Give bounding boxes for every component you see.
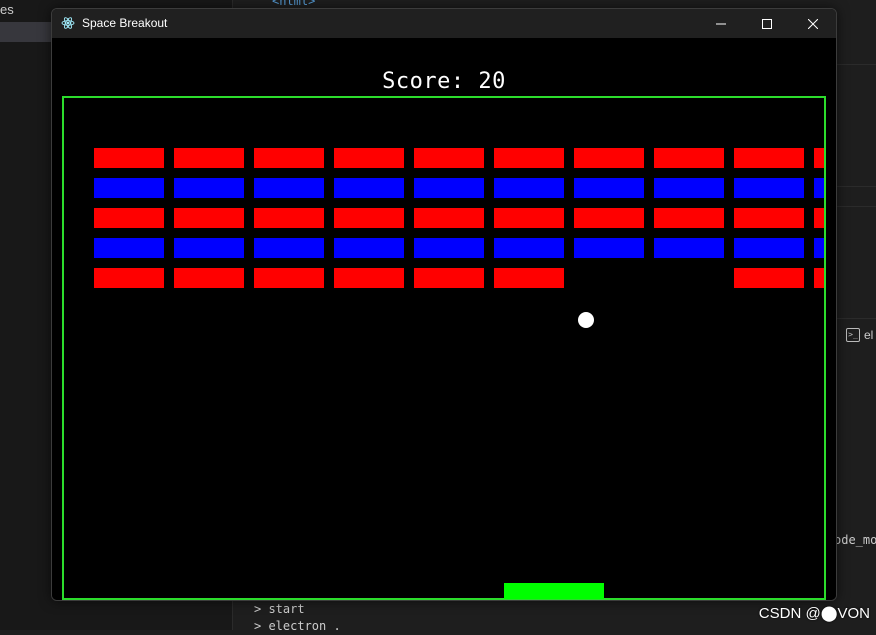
paddle[interactable] xyxy=(504,583,604,599)
terminal-line: > start xyxy=(254,602,305,616)
play-area-border xyxy=(62,96,826,600)
minimize-button[interactable] xyxy=(698,9,744,38)
brick-red xyxy=(654,148,724,168)
brick-blue xyxy=(654,238,724,258)
brick-red xyxy=(414,208,484,228)
brick-red xyxy=(734,148,804,168)
panel-divider xyxy=(836,186,876,187)
brick-red xyxy=(734,268,804,288)
brick-red xyxy=(814,148,824,168)
terminal-line: > electron . xyxy=(254,619,341,633)
watermark: CSDN @⬤VON xyxy=(758,605,870,622)
brick-red xyxy=(814,208,824,228)
ball xyxy=(578,312,594,328)
brick-blue xyxy=(734,238,804,258)
brick-red xyxy=(94,148,164,168)
code-fragment: <html> xyxy=(272,0,316,8)
maximize-button[interactable] xyxy=(744,9,790,38)
brick-red xyxy=(814,268,824,288)
brick-red xyxy=(94,208,164,228)
brick-blue xyxy=(814,178,824,198)
close-icon xyxy=(808,18,818,29)
game-area[interactable]: Score: 20 xyxy=(52,38,836,600)
brick-red xyxy=(414,148,484,168)
brick-blue xyxy=(734,178,804,198)
brick-red xyxy=(174,268,244,288)
window-title: Space Breakout xyxy=(82,16,168,30)
brick-red xyxy=(334,148,404,168)
title-bar[interactable]: Space Breakout xyxy=(52,9,836,38)
brick-red xyxy=(334,208,404,228)
terminal-tab-label[interactable]: el xyxy=(864,328,874,342)
brick-blue xyxy=(254,178,324,198)
brick-blue xyxy=(254,238,324,258)
minimize-icon xyxy=(716,23,726,24)
terminal-icon[interactable]: >_ xyxy=(846,328,860,342)
score-display: Score: 20 xyxy=(382,69,506,94)
brick-red xyxy=(174,208,244,228)
brick-blue xyxy=(494,238,564,258)
brick-blue xyxy=(814,238,824,258)
electron-icon xyxy=(61,17,75,29)
brick-red xyxy=(574,208,644,228)
brick-blue xyxy=(414,178,484,198)
brick-blue xyxy=(654,178,724,198)
brick-red xyxy=(94,268,164,288)
brick-red xyxy=(494,208,564,228)
app-window: Space Breakout Score: 20 xyxy=(51,8,837,601)
brick-red xyxy=(494,268,564,288)
explorer-text: ode_mo xyxy=(834,533,876,547)
brick-red xyxy=(254,148,324,168)
close-button[interactable] xyxy=(790,9,836,38)
brick-blue xyxy=(494,178,564,198)
sidebar-text: es xyxy=(0,2,14,17)
brick-blue xyxy=(94,238,164,258)
brick-blue xyxy=(574,238,644,258)
brick-red xyxy=(654,208,724,228)
editor-right-panel xyxy=(836,0,876,630)
panel-divider xyxy=(836,64,876,65)
brick-blue xyxy=(334,178,404,198)
brick-red xyxy=(494,148,564,168)
brick-red xyxy=(414,268,484,288)
sidebar-selected-item[interactable] xyxy=(0,22,52,42)
brick-red xyxy=(734,208,804,228)
brick-red xyxy=(254,268,324,288)
brick-red xyxy=(254,208,324,228)
game-canvas[interactable] xyxy=(52,38,836,600)
brick-red xyxy=(334,268,404,288)
brick-blue xyxy=(414,238,484,258)
brick-grid xyxy=(94,148,824,288)
brick-red xyxy=(574,148,644,168)
brick-blue xyxy=(174,178,244,198)
brick-blue xyxy=(94,178,164,198)
panel-divider xyxy=(836,318,876,319)
panel-divider xyxy=(836,206,876,207)
brick-blue xyxy=(574,178,644,198)
maximize-icon xyxy=(762,18,772,29)
brick-red xyxy=(174,148,244,168)
brick-blue xyxy=(334,238,404,258)
brick-blue xyxy=(174,238,244,258)
